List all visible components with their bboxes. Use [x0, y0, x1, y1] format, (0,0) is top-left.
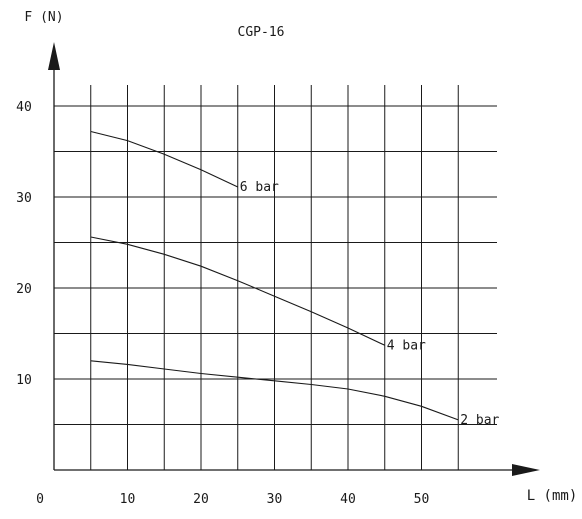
series-label: 2 bar — [460, 413, 499, 428]
y-tick-label: 20 — [16, 282, 32, 297]
y-tick-label: 10 — [16, 373, 32, 388]
y-tick-label: 30 — [16, 191, 32, 206]
series-line — [90, 130, 239, 188]
series-line — [90, 236, 386, 346]
x-tick-label: 0 — [36, 492, 44, 507]
chart-title: CGP-16 — [238, 25, 285, 40]
x-axis-arrow — [512, 464, 540, 476]
y-axis-label: F (N) — [24, 10, 63, 25]
y-tick-label: 40 — [16, 100, 32, 115]
y-axis-arrow — [48, 42, 60, 70]
series-line — [90, 360, 459, 421]
x-tick-label: 30 — [267, 492, 283, 507]
x-tick-label: 20 — [193, 492, 209, 507]
curves — [90, 130, 459, 421]
x-tick-label: 40 — [340, 492, 356, 507]
series-label: 4 bar — [387, 338, 426, 353]
tick-labels: 0 10 20 30 40 50 10 20 30 40 — [16, 100, 429, 507]
x-tick-label: 50 — [414, 492, 430, 507]
x-tick-label: 10 — [120, 492, 136, 507]
series-labels: 6 bar 4 bar 2 bar — [240, 180, 500, 428]
series-label: 6 bar — [240, 180, 279, 195]
axes — [48, 42, 540, 476]
x-axis-label: L (mm) — [527, 488, 578, 504]
grid — [54, 85, 497, 470]
